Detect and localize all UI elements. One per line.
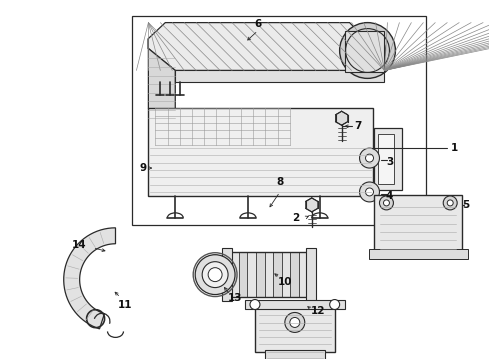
Text: 1: 1	[451, 143, 458, 153]
Polygon shape	[175, 71, 385, 82]
Text: 8: 8	[276, 177, 284, 187]
Text: 4: 4	[386, 191, 393, 201]
Bar	[239, 252, 247, 297]
Polygon shape	[148, 23, 385, 71]
Polygon shape	[64, 228, 116, 329]
Polygon shape	[148, 39, 175, 122]
Text: 14: 14	[72, 240, 86, 250]
Text: 13: 13	[228, 293, 242, 302]
Circle shape	[349, 32, 386, 68]
Text: 2: 2	[292, 213, 299, 223]
Bar	[282, 252, 291, 297]
Circle shape	[379, 196, 393, 210]
Text: 5: 5	[463, 200, 470, 210]
Circle shape	[384, 200, 390, 206]
Circle shape	[366, 188, 373, 196]
Circle shape	[285, 312, 305, 332]
Circle shape	[360, 182, 379, 202]
Bar	[374, 128, 402, 190]
Bar	[299, 252, 308, 297]
Bar	[378, 134, 394, 184]
Bar	[344, 31, 385, 72]
Circle shape	[443, 196, 457, 210]
Text: 11: 11	[118, 300, 133, 310]
Bar	[306, 248, 316, 301]
Bar	[230, 252, 239, 297]
Circle shape	[340, 23, 395, 78]
Bar	[291, 252, 299, 297]
Circle shape	[360, 148, 379, 168]
Text: 12: 12	[311, 306, 325, 316]
Bar	[265, 252, 273, 297]
Polygon shape	[336, 111, 348, 125]
Circle shape	[290, 318, 300, 328]
Text: 10: 10	[278, 276, 292, 287]
Bar	[273, 252, 282, 297]
Circle shape	[447, 200, 453, 206]
Polygon shape	[306, 198, 318, 212]
Circle shape	[195, 255, 235, 294]
Bar	[148, 108, 372, 196]
Bar	[368, 249, 468, 259]
Bar	[256, 252, 265, 297]
Bar	[222, 248, 232, 301]
Text: 6: 6	[254, 19, 262, 28]
Bar	[245, 300, 344, 310]
Bar	[247, 252, 256, 297]
Bar	[132, 15, 426, 225]
Bar	[230, 252, 308, 297]
Bar	[255, 307, 335, 352]
Circle shape	[358, 41, 377, 60]
Circle shape	[330, 300, 340, 310]
Text: 7: 7	[354, 121, 361, 131]
Circle shape	[250, 300, 260, 310]
Bar	[374, 195, 462, 257]
Bar	[265, 350, 325, 360]
Circle shape	[202, 262, 228, 288]
Circle shape	[366, 154, 373, 162]
Circle shape	[208, 268, 222, 282]
Text: 3: 3	[386, 157, 393, 167]
Text: 9: 9	[140, 163, 147, 173]
